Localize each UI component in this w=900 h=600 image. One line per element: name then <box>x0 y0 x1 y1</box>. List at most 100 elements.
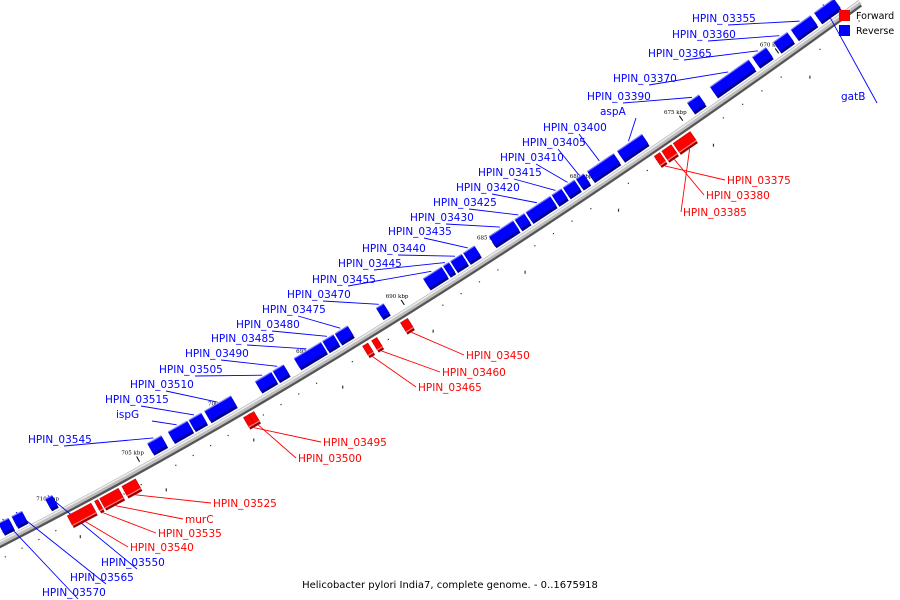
minor-mark <box>742 103 744 105</box>
gene-label-gatb: gatB <box>841 91 865 103</box>
minor-mark <box>262 414 264 416</box>
gene-highlight <box>562 179 575 189</box>
gene-hpin-03515 <box>188 412 209 433</box>
gene-label-murc: murC <box>185 514 214 526</box>
minor-mark <box>38 538 40 541</box>
legend-label-forward: Forward <box>856 11 894 22</box>
tick-690-kbp <box>400 299 405 306</box>
leader-hpin-03545 <box>63 437 154 447</box>
label-leaders <box>2 4 878 600</box>
gene-hpin-03375 <box>653 152 668 168</box>
minor-mark <box>460 292 462 295</box>
leader-hpin-03375 <box>664 165 726 181</box>
minor-mark <box>175 464 177 466</box>
gene-murc <box>99 487 126 511</box>
minor-mark <box>552 232 555 235</box>
leader-hpin-03480 <box>271 330 327 337</box>
leader-hpin-03430 <box>445 223 500 228</box>
gene-highlight <box>167 420 188 433</box>
gene-label-hpin-03565: HPIN_03565 <box>70 572 134 584</box>
gene-highlight <box>376 346 383 351</box>
minor-mark <box>315 382 318 384</box>
leader-hpin-03465 <box>372 356 417 388</box>
legend-label-reverse: Reverse <box>856 26 894 37</box>
gene-label-hpin-03490: HPIN_03490 <box>185 348 249 360</box>
gene-label-hpin-03455: HPIN_03455 <box>312 274 376 286</box>
gene-aspa <box>617 133 650 163</box>
gene-label-hpin-03510: HPIN_03510 <box>130 379 194 391</box>
gene-label-hpin-03465: HPIN_03465 <box>418 382 482 394</box>
gene-highlight <box>253 420 260 425</box>
gene-hpin-03465 <box>362 342 376 359</box>
backbone-line <box>0 0 862 546</box>
leader-aspa <box>628 117 637 142</box>
gene-hpin-03435 <box>463 245 482 265</box>
gene-hpin-03405 <box>575 173 592 191</box>
genome-backbone <box>0 0 863 549</box>
leader-hpin-03460 <box>381 350 441 373</box>
minor-mark <box>387 338 389 341</box>
gene-highlight <box>514 213 525 221</box>
gene-highlight <box>687 94 700 104</box>
caption: Helicobacter pylori India7, complete gen… <box>302 580 598 591</box>
gene-highlight <box>272 364 284 372</box>
gene-hpin-03445 <box>442 262 457 278</box>
gene-hpin-03500 <box>248 411 261 427</box>
leader-hpin-03365 <box>683 50 759 61</box>
gene-label-hpin-03475: HPIN_03475 <box>262 304 326 316</box>
gene-highlight <box>659 161 667 166</box>
tick-705-kbp <box>136 456 140 462</box>
leader-hpin-03415 <box>513 178 556 191</box>
minor-mark <box>590 208 592 210</box>
gene-label-hpin-03435: HPIN_03435 <box>388 226 452 238</box>
tick-label-705-kbp: 705 kbp <box>121 450 144 456</box>
minor-mark <box>298 393 300 395</box>
gene-hpin-03485 <box>293 341 328 371</box>
gene-label-hpin-03420: HPIN_03420 <box>456 182 520 194</box>
gene-highlight <box>322 334 334 342</box>
minor-mark <box>617 208 620 212</box>
leader-hpin-03525 <box>135 494 212 504</box>
gene-highlight <box>45 494 53 500</box>
leader-hpin-03475 <box>297 315 341 329</box>
gene-highlight <box>293 341 322 360</box>
minor-mark <box>442 304 444 306</box>
minor-mark <box>123 493 125 495</box>
leader-hpin-03380 <box>674 159 705 196</box>
leader-hpin-03500 <box>258 424 297 459</box>
gene-label-hpin-03570: HPIN_03570 <box>42 587 106 599</box>
gene-label-hpin-03405: HPIN_03405 <box>522 137 586 149</box>
gene-hpin-03490 <box>272 364 291 384</box>
gene-hpin-03570 <box>0 517 16 536</box>
minor-mark <box>646 169 648 172</box>
minor-mark <box>79 535 81 539</box>
gene-label-hpin-03470: HPIN_03470 <box>287 289 351 301</box>
gene-hpin-03525 <box>121 478 143 499</box>
gene-highlight <box>147 435 162 445</box>
tick-label-670-kbp: 670 kbp <box>760 42 783 48</box>
gene-highlight <box>442 262 450 267</box>
gene-label-hpin-03495: HPIN_03495 <box>323 437 387 449</box>
gene-highlight <box>667 153 678 161</box>
leader-hpin-03550 <box>47 495 138 570</box>
gene-label-hpin-03450: HPIN_03450 <box>466 350 530 362</box>
gene-hpin-03425 <box>514 213 532 232</box>
minor-mark <box>761 90 763 92</box>
gene-label-hpin-03485: HPIN_03485 <box>211 333 275 345</box>
minor-mark <box>858 20 860 22</box>
gene-hpin-03420 <box>525 195 558 225</box>
gene-label-hpin-03370: HPIN_03370 <box>613 73 677 85</box>
gene-hpin-03415 <box>551 188 569 207</box>
gene-highlight <box>367 351 374 357</box>
leader-hpin-03445 <box>373 262 446 271</box>
gene-label-hpin-03505: HPIN_03505 <box>159 364 223 376</box>
gene-highlight <box>405 327 414 333</box>
minor-mark <box>478 281 481 283</box>
gene-label-hpin-03360: HPIN_03360 <box>672 29 736 41</box>
gene-hpin-03355 <box>790 15 819 42</box>
gene-label-hpin-03500: HPIN_03500 <box>298 453 362 465</box>
minor-mark <box>253 438 255 442</box>
gene-highlight <box>678 140 697 153</box>
gene-highlight <box>488 220 514 238</box>
minor-mark <box>55 530 57 532</box>
